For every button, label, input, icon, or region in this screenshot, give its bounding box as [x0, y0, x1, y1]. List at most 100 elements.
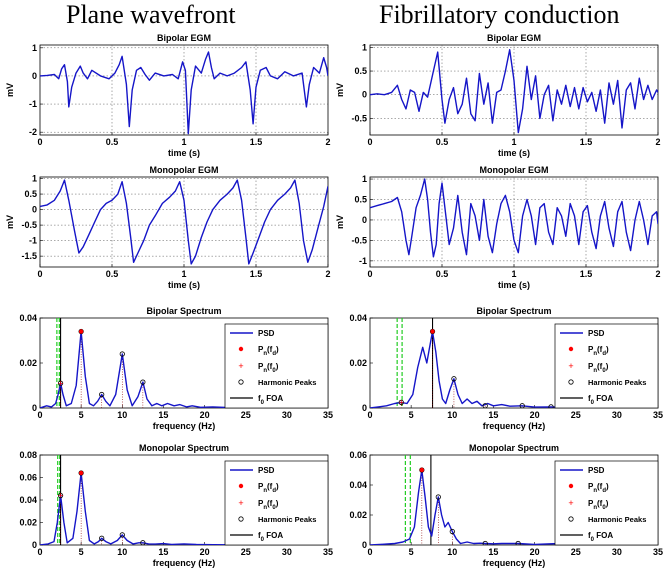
fc-bipolar-egm-ylabel: mV [335, 83, 345, 97]
fc-monopolar-spectrum-harmonic-peak-marker [515, 540, 521, 545]
pw-monopolar-spectrum-signal-line [40, 472, 328, 545]
pw-bipolar-spectrum-xlabel: frequency (Hz) [153, 421, 216, 431]
pw-bipolar-spectrum-xtick-label: 35 [323, 410, 333, 420]
pw-bipolar-spectrum-ytick-label: 0 [32, 403, 37, 413]
fc-bipolar-spectrum-ytick-label: 0.04 [349, 313, 367, 323]
fc-monopolar-spectrum-xtick-label: 35 [653, 547, 663, 557]
fc-bipolar-spectrum-xtick-label: 0 [367, 410, 372, 420]
fc-bipolar-spectrum-xtick-label: 35 [653, 410, 663, 420]
pw-monopolar-spectrum-harmonic-peak-marker [140, 540, 146, 545]
fc-monopolar-egm-ytick-label: 0 [362, 215, 367, 225]
pw-bipolar-spectrum-panel: 0 5 10 15 20 25 30 35 0 0.02 0.04 Bipolar Spectrum f… [19, 306, 333, 431]
pw-monopolar-egm-xtick-label: 1.5 [250, 269, 263, 279]
pw-bipolar-egm-ytick-label: -2 [29, 127, 37, 137]
pw-monopolar-spectrum-xtick-label: 5 [79, 547, 84, 557]
fc-monopolar-egm-xtick-label: 0 [367, 269, 372, 279]
fc-bipolar-egm-ytick-label: 0 [362, 90, 367, 100]
pw-bipolar-spectrum-xtick-label: 15 [158, 410, 168, 420]
fc-bipolar-spectrum-legend-fd-swatch [568, 346, 574, 352]
fc-bipolar-spectrum-panel: 0 5 10 15 20 25 30 35 0 0.02 0.04 Bipolar Spectrum f… [349, 306, 663, 431]
pw-bipolar-spectrum-xtick-label: 20 [200, 410, 210, 420]
pw-monopolar-egm-ytick-label: 0.5 [24, 189, 37, 199]
pw-bipolar-spectrum-harmonic-peak-marker [119, 351, 125, 357]
pw-monopolar-spectrum-ytick-label: 0.04 [19, 495, 37, 505]
pw-bipolar-spectrum-xtick-label: 30 [282, 410, 292, 420]
pw-monopolar-spectrum-legend-f0-swatch: + [238, 498, 243, 508]
pw-bipolar-egm-ytick-label: -1 [29, 99, 37, 109]
pw-bipolar-egm-xtick-label: 0.5 [106, 137, 119, 147]
pw-monopolar-egm-ytick-label: -1 [29, 236, 37, 246]
pw-monopolar-egm-signal-line [40, 179, 328, 265]
pw-monopolar-spectrum-plot-area: + [40, 455, 328, 545]
pw-monopolar-spectrum-legend-harmonic-label: Harmonic Peaks [258, 515, 316, 524]
fc-bipolar-egm-title: Bipolar EGM [487, 33, 541, 43]
pw-monopolar-spectrum-pn-f0-marker: + [58, 491, 63, 501]
fc-bipolar-spectrum-xtick-label: 15 [488, 410, 498, 420]
fc-monopolar-spectrum-legend-fd-swatch [568, 483, 574, 489]
pw-bipolar-spectrum-pn-fd-marker [78, 329, 84, 334]
fc-monopolar-egm-plot-area [370, 178, 658, 258]
pw-monopolar-spectrum-ytick-label: 0.02 [19, 518, 37, 528]
pw-bipolar-spectrum-signal-line [40, 330, 328, 408]
pw-monopolar-spectrum-legend-harmonic-swatch [238, 516, 244, 522]
fc-bipolar-spectrum-legend-harmonic-swatch [568, 379, 574, 385]
pw-monopolar-spectrum-harmonic-peak-marker [57, 492, 64, 499]
pw-monopolar-spectrum-ytick-label: 0.06 [19, 473, 37, 483]
fc-monopolar-spectrum-xtick-label: 20 [530, 547, 540, 557]
pw-monopolar-egm-plot-area [40, 179, 328, 265]
fc-monopolar-spectrum-legend-harmonic-label: Harmonic Peaks [588, 515, 646, 524]
fc-monopolar-spectrum-pn-f0-marker: + [419, 465, 424, 475]
pw-monopolar-spectrum-xlabel: frequency (Hz) [153, 558, 216, 568]
fc-monopolar-spectrum-pn-fd-marker [419, 467, 425, 473]
pw-bipolar-egm-xtick-label: 1 [181, 137, 186, 147]
pw-monopolar-spectrum-ytick-label: 0 [32, 540, 37, 550]
pw-monopolar-spectrum-xtick-label: 0 [37, 547, 42, 557]
pw-bipolar-spectrum-harmonic-peak-marker [57, 380, 64, 386]
fc-bipolar-egm-xtick-label: 0.5 [436, 137, 449, 147]
fc-bipolar-spectrum-pn-fd-marker [430, 329, 435, 334]
fc-monopolar-egm-xtick-label: 1.5 [580, 269, 593, 279]
fc-bipolar-spectrum-signal-line [370, 330, 658, 408]
pw-bipolar-spectrum-legend-box [224, 323, 329, 409]
pw-bipolar-spectrum-xtick-label: 10 [117, 410, 127, 420]
fc-monopolar-spectrum-signal-line [370, 469, 658, 545]
pw-monopolar-spectrum-xtick-label: 10 [117, 547, 127, 557]
pw-bipolar-spectrum-ytick-label: 0.02 [19, 358, 37, 368]
pw-bipolar-spectrum-harmonic-peak-marker [140, 379, 146, 385]
pw-bipolar-spectrum-legend-psd-label: PSD [258, 329, 275, 338]
fc-monopolar-spectrum-xtick-label: 25 [571, 547, 581, 557]
pw-bipolar-spectrum-legend-harmonic-swatch [238, 379, 244, 385]
fc-monopolar-egm-panel: 0 0.5 1 1.5 2 -1 -0.5 0 0.5 1 Monopolar EGM time (s… [335, 165, 661, 290]
fc-bipolar-spectrum-xtick-label: 5 [409, 410, 414, 420]
fc-monopolar-egm-xtick-label: 2 [655, 269, 660, 279]
pw-monopolar-spectrum-ytick-label: 0.08 [19, 450, 37, 460]
fc-monopolar-spectrum-xtick-label: 15 [488, 547, 498, 557]
fc-bipolar-egm-axes-box [369, 44, 659, 136]
pw-bipolar-spectrum-harmonic-peak-marker [99, 391, 105, 398]
fc-bipolar-egm-plot-area [370, 49, 658, 134]
fc-bipolar-spectrum-harmonic-peak-marker [398, 399, 404, 405]
pw-monopolar-spectrum-legend-box [224, 460, 329, 546]
pw-bipolar-egm-ylabel: mV [5, 83, 15, 97]
pw-bipolar-spectrum-xtick-label: 0 [37, 410, 42, 420]
fc-monopolar-spectrum-xtick-label: 10 [447, 547, 457, 557]
pw-monopolar-egm-axes-box [39, 176, 329, 268]
fc-monopolar-spectrum-xtick-label: 0 [367, 547, 372, 557]
pw-bipolar-egm-ytick-label: 0 [32, 71, 37, 81]
pw-monopolar-spectrum-xtick-label: 15 [158, 547, 168, 557]
pw-monopolar-egm-xtick-label: 2 [325, 269, 330, 279]
fc-monopolar-egm-ytick-label: 1 [362, 174, 367, 184]
fc-monopolar-spectrum-plot-area: + [370, 455, 658, 545]
fc-bipolar-spectrum-title: Bipolar Spectrum [476, 306, 551, 316]
fc-bipolar-spectrum-harmonic-peak-marker [482, 403, 488, 408]
fc-monopolar-egm-xtick-label: 0.5 [436, 269, 449, 279]
pw-monopolar-spectrum-harmonic-peak-marker [119, 532, 125, 538]
fc-bipolar-egm-panel: 0 0.5 1 1.5 2 -0.5 0 0.5 1 Bipolar EGM time (s) mV [335, 33, 661, 158]
pw-bipolar-spectrum-xtick-label: 5 [79, 410, 84, 420]
pw-bipolar-spectrum-plot-area: + [40, 318, 328, 408]
fc-monopolar-spectrum-legend-psd-label: PSD [588, 466, 605, 475]
pw-bipolar-spectrum-xtick-label: 25 [241, 410, 251, 420]
fc-bipolar-spectrum-legend-box [554, 323, 659, 409]
